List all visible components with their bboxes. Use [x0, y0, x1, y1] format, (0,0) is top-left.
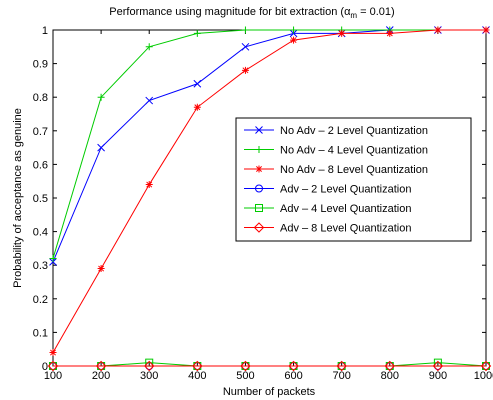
data-point	[97, 93, 105, 101]
y-tick-label: 0.8	[33, 92, 48, 104]
legend-marker	[255, 146, 263, 153]
legend-item: Adv – 2 Level Quantization	[244, 184, 411, 196]
series-3	[49, 26, 490, 357]
legend-label: No Adv – 4 Level Quantization	[280, 145, 428, 157]
data-point	[144, 360, 155, 372]
series-line	[52, 29, 486, 353]
data-point	[290, 26, 298, 34]
legend-label: Adv – 8 Level Quantization	[280, 223, 411, 235]
x-tick-label: 900	[429, 370, 447, 382]
title-subscript: m	[350, 11, 357, 20]
data-point	[97, 143, 105, 152]
series-group	[47, 26, 492, 372]
data-point	[336, 360, 347, 372]
legend-marker	[255, 126, 263, 134]
x-tick-label: 400	[188, 370, 206, 382]
data-point	[193, 79, 202, 88]
x-tick-label: 800	[381, 370, 399, 382]
y-tick-label: 0.1	[33, 327, 48, 339]
x-tick-label: 100	[44, 370, 62, 382]
legend-marker	[255, 165, 263, 173]
title-main: Performance using magnitude for bit extr…	[109, 6, 344, 18]
legend-label: No Adv – 2 Level Quantization	[280, 125, 428, 137]
data-point	[434, 26, 442, 34]
legend-marker	[255, 204, 263, 212]
title-symbol: α	[344, 6, 351, 18]
data-point	[338, 29, 346, 37]
data-point	[241, 42, 250, 51]
legend: No Adv – 2 Level Quantization No Adv – 4 …	[235, 117, 472, 242]
data-point	[193, 103, 201, 111]
data-point	[384, 360, 395, 372]
x-tick-label: 500	[236, 370, 254, 382]
legend-item: Adv – 4 Level Quantization	[244, 203, 411, 215]
data-point	[193, 29, 201, 37]
data-point	[49, 349, 57, 357]
legend-label: Adv – 4 Level Quantization	[280, 203, 411, 215]
data-point	[482, 26, 490, 34]
data-point	[290, 36, 298, 44]
data-point	[240, 360, 251, 372]
y-tick-label: 0.9	[33, 59, 48, 71]
legend-marker	[253, 222, 265, 233]
legend-label: Adv – 2 Level Quantization	[280, 184, 411, 196]
y-tick-label: 0.6	[33, 159, 48, 171]
series-line	[52, 29, 486, 259]
data-point	[145, 43, 153, 51]
y-tick-label: 0.2	[33, 294, 48, 306]
data-point	[480, 360, 492, 372]
series-6	[47, 360, 492, 372]
data-point	[49, 254, 57, 262]
y-tick-label: 0	[42, 361, 48, 373]
y-tick-label: 0.5	[33, 193, 48, 205]
data-point	[386, 29, 394, 37]
y-tick-label: 0.3	[33, 260, 48, 272]
y-tick-label: 0.4	[33, 227, 48, 239]
legend-item: No Adv – 8 Level Quantization	[244, 164, 428, 176]
data-point	[47, 360, 59, 372]
data-point	[241, 26, 249, 34]
data-point	[95, 360, 107, 372]
data-point	[241, 66, 249, 74]
x-axis-title: Number of packets	[223, 386, 316, 398]
y-axis-title: Probability of acceptance as genuine	[12, 108, 24, 288]
x-tick-label: 300	[140, 370, 158, 382]
data-point	[145, 96, 154, 105]
data-point	[192, 360, 203, 372]
legend-marker	[255, 184, 263, 193]
x-tick-label: 600	[284, 370, 302, 382]
data-point	[145, 181, 153, 189]
y-tick-label: 0.7	[33, 126, 48, 138]
y-tick-label: 1	[42, 25, 48, 37]
legend-item: No Adv – 2 Level Quantization	[244, 125, 428, 137]
x-tick-label: 200	[92, 370, 110, 382]
title-suffix: = 0.01)	[357, 6, 395, 18]
data-point	[288, 360, 299, 372]
data-point	[432, 360, 444, 372]
legend-label: No Adv – 8 Level Quantization	[280, 164, 428, 176]
data-point	[97, 265, 105, 273]
x-tick-label: 700	[332, 370, 350, 382]
legend-item: Adv – 8 Level Quantization	[244, 222, 411, 235]
legend-box	[235, 117, 472, 242]
chart-title: Performance using magnitude for bit extr…	[109, 6, 394, 20]
legend-item: No Adv – 4 Level Quantization	[244, 145, 428, 157]
